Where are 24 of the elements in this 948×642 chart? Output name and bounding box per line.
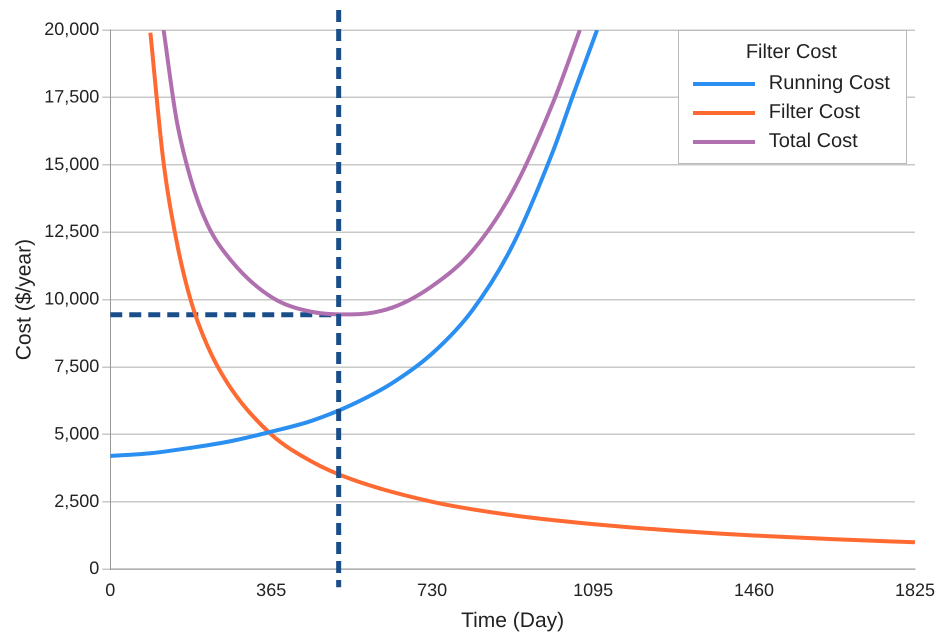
- legend-label: Filter Cost: [768, 101, 860, 124]
- x-tick-label: 0: [105, 580, 116, 600]
- y-tick-label: 12,500: [44, 221, 100, 242]
- y-tick-label: 7,500: [54, 356, 100, 376]
- y-tick-label: 17,500: [44, 86, 100, 106]
- legend-label: Running Cost: [768, 72, 890, 95]
- y-tick-label: 5,000: [54, 423, 100, 444]
- x-axis-title: Time (Day): [461, 609, 564, 632]
- x-tick-label: 1460: [734, 580, 774, 600]
- y-tick-label: 10,000: [44, 288, 100, 309]
- line-series: [162, 30, 582, 316]
- y-tick-label: 15,000: [44, 154, 100, 174]
- legend-title: Filter Cost: [744, 41, 838, 64]
- y-tick-label: 0: [89, 558, 100, 578]
- x-tick-label: 365: [256, 580, 286, 600]
- x-tick-label: 730: [417, 580, 448, 600]
- y-axis-title: Cost ($/year): [12, 238, 36, 360]
- line-series: [148, 30, 915, 544]
- y-tick-label: 2,500: [54, 490, 100, 511]
- line-series: [110, 30, 600, 458]
- y-tick-label: 20,000: [44, 18, 100, 39]
- x-tick-label: 1825: [894, 580, 935, 600]
- legend-label: Total Cost: [768, 130, 858, 153]
- x-tick-label: 1095: [573, 580, 614, 600]
